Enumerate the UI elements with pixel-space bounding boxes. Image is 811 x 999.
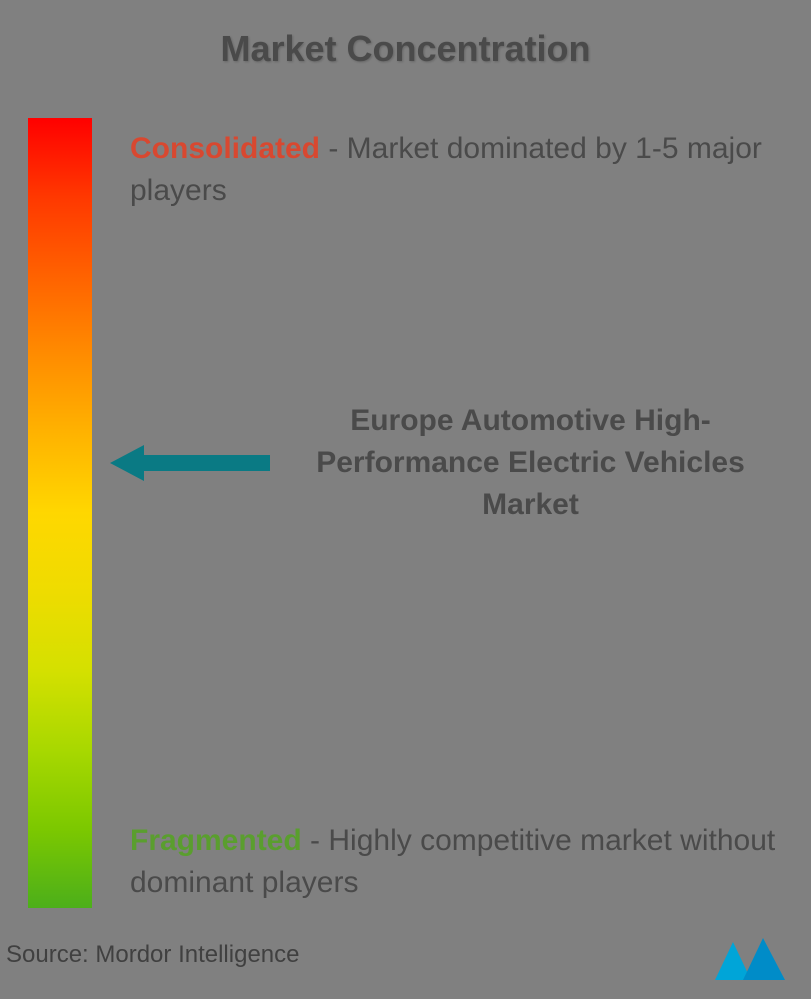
consolidated-label: Consolidated - Market dominated by 1-5 m… xyxy=(130,128,781,212)
market-name-label: Europe Automotive High-Performance Elect… xyxy=(280,400,781,526)
fragmented-keyword: Fragmented xyxy=(130,824,302,857)
concentration-gradient-bar xyxy=(28,118,92,908)
source-attribution: Source: Mordor Intelligence xyxy=(6,941,299,969)
market-pointer-row: Europe Automotive High-Performance Elect… xyxy=(110,400,781,526)
consolidated-keyword: Consolidated xyxy=(130,132,320,165)
arrow-icon xyxy=(110,441,280,485)
chart-title: Market Concentration xyxy=(0,0,811,70)
fragmented-label: Fragmented - Highly competitive market w… xyxy=(130,820,781,904)
mordor-logo-icon xyxy=(711,934,791,989)
